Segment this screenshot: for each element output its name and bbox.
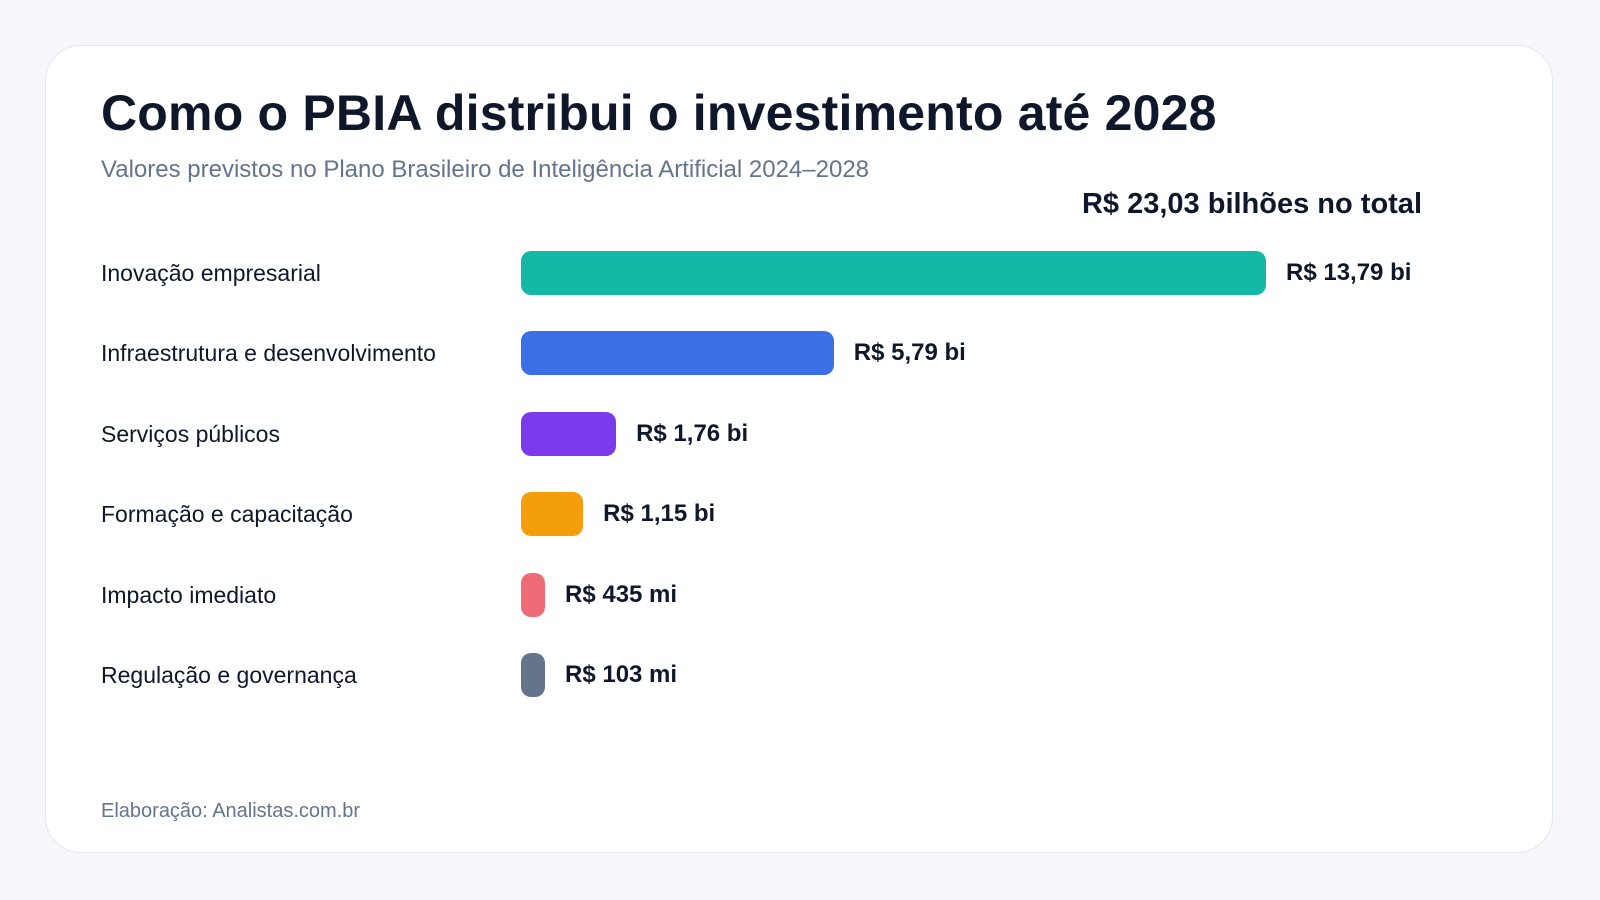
chart-card: Como o PBIA distribui o investimento até… bbox=[45, 45, 1553, 853]
bar-row: Regulação e governança R$ 103 mi bbox=[46, 653, 1554, 697]
chart-title: Como o PBIA distribui o investimento até… bbox=[101, 85, 1217, 141]
bar bbox=[521, 653, 545, 697]
bar bbox=[521, 251, 1266, 295]
category-label: Impacto imediato bbox=[101, 581, 277, 608]
bar bbox=[521, 411, 617, 456]
value-label: R$ 1,76 bi bbox=[636, 419, 749, 447]
bar-row: Infraestrutura e desenvolvimento R$ 5,79 … bbox=[46, 331, 1554, 376]
total-label: R$ 23,03 bilhões no total bbox=[1081, 188, 1422, 220]
value-label: R$ 1,15 bi bbox=[603, 500, 716, 528]
bar bbox=[521, 572, 545, 617]
bar-row: Serviços públicos R$ 1,76 bi bbox=[46, 411, 1554, 456]
value-label: R$ 435 mi bbox=[565, 580, 678, 608]
category-label: Formação e capacitação bbox=[101, 501, 353, 528]
value-label: R$ 5,79 bi bbox=[853, 339, 966, 367]
value-label: R$ 103 mi bbox=[565, 661, 678, 688]
bar bbox=[521, 492, 584, 537]
category-label: Serviços públicos bbox=[101, 420, 280, 447]
bar-chart: Inovação empresarial R$ 13,79 bi Infraestr… bbox=[46, 46, 1554, 854]
category-label: Infraestrutura e desenvolvimento bbox=[101, 340, 436, 367]
bar bbox=[521, 331, 834, 376]
bar-row: Formação e capacitação R$ 1,15 bi bbox=[46, 492, 1554, 537]
chart-subtitle: Valores previstos no Plano Brasileiro de… bbox=[101, 156, 870, 183]
category-label: Regulação e governança bbox=[101, 662, 357, 688]
category-label: Inovação empresarial bbox=[101, 260, 321, 286]
source-footer: Elaboração: Analistas.com.br bbox=[101, 800, 361, 822]
value-label: R$ 13,79 bi bbox=[1286, 259, 1412, 286]
bar-row: Impacto imediato R$ 435 mi bbox=[46, 572, 1554, 617]
bar-row: Inovação empresarial R$ 13,79 bi bbox=[46, 251, 1554, 295]
